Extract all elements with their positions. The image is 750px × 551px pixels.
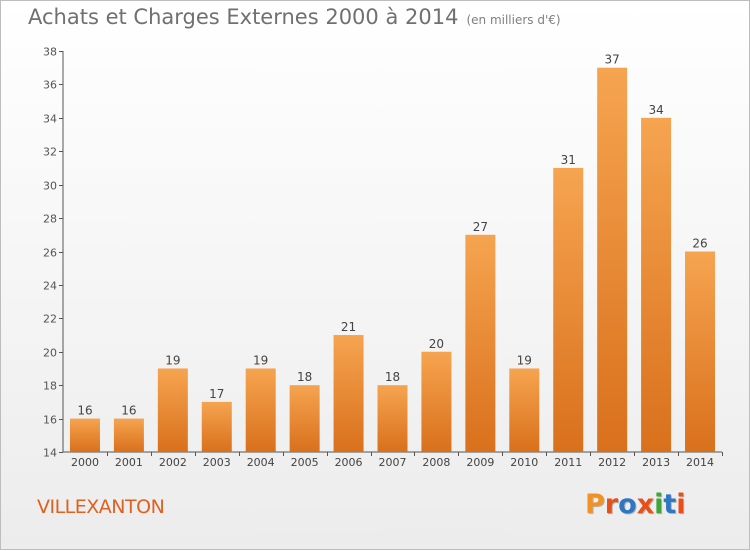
- data-label: 18: [297, 370, 312, 384]
- bar: [113, 418, 144, 452]
- y-tick-label: 24: [43, 280, 57, 293]
- logo-letter: P: [585, 489, 605, 520]
- chart-labels: 2000 16 2001 16 2002 19 2003 17 2004 19 2005 18 2006…: [71, 53, 714, 469]
- data-label: 19: [165, 353, 180, 367]
- x-tick-label: 2008: [422, 456, 450, 469]
- data-label: 16: [121, 404, 136, 418]
- proxiti-logo: Proxiti: [585, 489, 686, 520]
- bar: [289, 385, 320, 452]
- data-label: 21: [341, 320, 356, 334]
- bar: [245, 368, 276, 452]
- chart-unit: (en milliers d'€): [466, 13, 561, 27]
- x-tick-label: 2003: [203, 456, 231, 469]
- data-label: 31: [561, 153, 576, 167]
- y-tick-label: 36: [43, 79, 57, 92]
- x-tick-label: 2009: [466, 456, 494, 469]
- data-label: 19: [517, 353, 532, 367]
- data-label: 17: [209, 387, 224, 401]
- y-tick-label: 32: [43, 146, 57, 159]
- bar: [641, 117, 672, 452]
- data-label: 16: [77, 404, 92, 418]
- chart-title-text: Achats et Charges Externes 2000 à 2014: [28, 5, 459, 29]
- data-label: 20: [429, 337, 444, 351]
- data-label: 34: [648, 103, 663, 117]
- bar: [201, 401, 232, 452]
- bar: [333, 335, 364, 452]
- x-tick-label: 2005: [291, 456, 319, 469]
- x-tick-label: 2006: [335, 456, 363, 469]
- y-tick-label: 14: [43, 447, 57, 460]
- commune-name: VILLEXANTON: [37, 496, 165, 518]
- y-tick-label: 22: [43, 313, 57, 326]
- y-tick-label: 26: [43, 247, 57, 260]
- logo-letter: o: [618, 489, 637, 520]
- x-tick-label: 2002: [159, 456, 187, 469]
- x-tick-label: 2007: [379, 456, 407, 469]
- y-tick-label: 18: [43, 380, 57, 393]
- chart-bars: [69, 67, 716, 453]
- x-tick-label: 2013: [642, 456, 670, 469]
- chart-title: Achats et Charges Externes 2000 à 2014 (e…: [28, 5, 561, 29]
- bar: [553, 167, 584, 453]
- data-label: 26: [692, 237, 707, 251]
- y-tick-label: 16: [43, 414, 57, 427]
- bar: [377, 385, 408, 452]
- chart-axes: 14 16 18 20 22 24 26 28 30 32 34 36 38: [43, 46, 723, 460]
- logo-letter: t: [663, 489, 677, 520]
- bar: [597, 67, 628, 452]
- x-tick-label: 2012: [598, 456, 626, 469]
- y-tick-label: 38: [43, 46, 57, 59]
- logo-letter: i: [654, 489, 664, 520]
- data-label: 18: [385, 370, 400, 384]
- x-tick-label: 2000: [71, 456, 99, 469]
- logo-letter: x: [636, 489, 655, 520]
- data-label: 19: [253, 353, 268, 367]
- bar: [421, 351, 452, 452]
- logo-letter: i: [676, 489, 686, 520]
- bar: [157, 368, 188, 452]
- x-tick-label: 2011: [554, 456, 582, 469]
- y-tick-label: 20: [43, 347, 57, 360]
- x-tick-label: 2010: [510, 456, 538, 469]
- x-tick-label: 2004: [247, 456, 275, 469]
- bar: [465, 234, 496, 452]
- bar: [69, 418, 100, 452]
- logo-letter: r: [604, 489, 619, 520]
- y-tick-label: 34: [43, 113, 57, 126]
- x-tick-label: 2014: [686, 456, 714, 469]
- y-tick-label: 30: [43, 180, 57, 193]
- data-label: 27: [473, 220, 488, 234]
- data-label: 37: [605, 53, 620, 67]
- y-tick-label: 28: [43, 213, 57, 226]
- x-tick-label: 2001: [115, 456, 143, 469]
- bar: [509, 368, 540, 452]
- bar: [685, 251, 716, 452]
